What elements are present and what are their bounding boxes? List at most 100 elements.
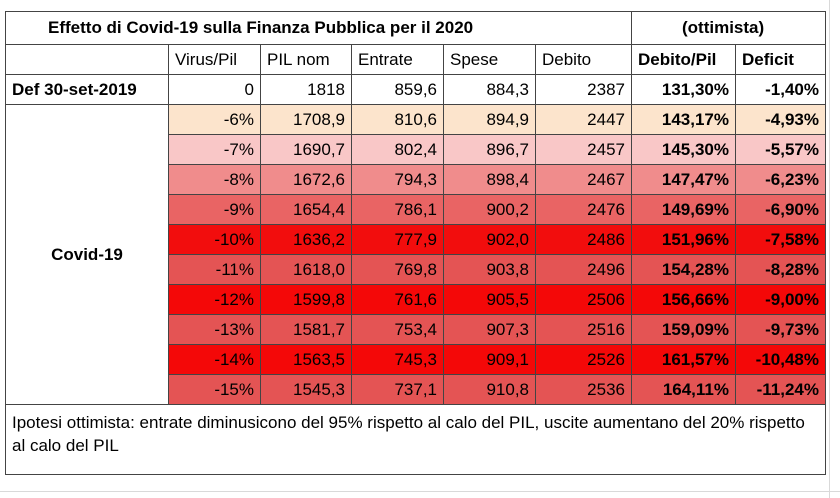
- scenario-cell[interactable]: 903,8: [443, 254, 536, 285]
- header-virus-pil[interactable]: Virus/Pil: [168, 44, 261, 75]
- scenario-cell[interactable]: -9%: [168, 194, 261, 225]
- scenario-cell[interactable]: -7%: [168, 134, 261, 165]
- scenario-cell[interactable]: 907,3: [443, 314, 536, 345]
- baseline-cell[interactable]: 859,6: [351, 74, 444, 105]
- baseline-label[interactable]: Def 30-set-2019: [5, 74, 169, 105]
- header-pil-nom[interactable]: PIL nom: [260, 44, 352, 75]
- scenario-cell[interactable]: 745,3: [351, 344, 444, 375]
- scenario-row: -14% 1563,5 745,3 909,1 2526 161,57% -10,48%: [6, 344, 826, 375]
- baseline-row: Def 30-set-2019 0 1818 859,6 884,3 2387 …: [5, 74, 826, 105]
- scenario-cell[interactable]: -7,58%: [735, 224, 826, 255]
- scenario-cell[interactable]: 1599,8: [260, 284, 352, 315]
- scenario-cell[interactable]: 1654,4: [260, 194, 352, 225]
- baseline-cell[interactable]: 2387: [535, 74, 632, 105]
- header-row: Virus/Pil PIL nom Entrate Spese Debito D…: [5, 44, 826, 75]
- scenario-cell[interactable]: 147,47%: [631, 164, 736, 195]
- scenario-cell[interactable]: -13%: [168, 314, 261, 345]
- scenario-cell[interactable]: 2476: [535, 194, 632, 225]
- scenario-cell[interactable]: -6%: [168, 104, 261, 135]
- scenario-cell[interactable]: 794,3: [351, 164, 444, 195]
- scenario-cell[interactable]: 154,28%: [631, 254, 736, 285]
- scenario-cell[interactable]: 143,17%: [631, 104, 736, 135]
- scenario-row: -11% 1618,0 769,8 903,8 2496 154,28% -8,28%: [6, 254, 826, 285]
- scenario-cell[interactable]: 902,0: [443, 224, 536, 255]
- scenario-row: -7% 1690,7 802,4 896,7 2457 145,30% -5,57%: [6, 134, 826, 165]
- baseline-cell[interactable]: 0: [168, 74, 261, 105]
- scenario-cell[interactable]: 905,5: [443, 284, 536, 315]
- header-debito-pil[interactable]: Debito/Pil: [631, 44, 736, 75]
- scenario-cell[interactable]: 900,2: [443, 194, 536, 225]
- scenario-cell[interactable]: 802,4: [351, 134, 444, 165]
- scenario-cell[interactable]: -10,48%: [735, 344, 826, 375]
- table-title[interactable]: Effetto di Covid-19 sulla Finanza Pubbli…: [5, 11, 632, 45]
- scenario-cell[interactable]: -8,28%: [735, 254, 826, 285]
- scenario-cell[interactable]: -9,00%: [735, 284, 826, 315]
- scenario-cell[interactable]: -15%: [168, 374, 261, 405]
- scenario-cell[interactable]: 2526: [535, 344, 632, 375]
- header-cell-blank[interactable]: [5, 44, 169, 75]
- scenario-cell[interactable]: 1581,7: [260, 314, 352, 345]
- scenario-cell[interactable]: 909,1: [443, 344, 536, 375]
- scenario-cell[interactable]: 151,96%: [631, 224, 736, 255]
- header-deficit[interactable]: Deficit: [735, 44, 826, 75]
- scenario-cell[interactable]: 2506: [535, 284, 632, 315]
- scenario-cell[interactable]: 164,11%: [631, 374, 736, 405]
- scenario-cell[interactable]: 898,4: [443, 164, 536, 195]
- scenario-cell[interactable]: 1563,5: [260, 344, 352, 375]
- scenario-cell[interactable]: -10%: [168, 224, 261, 255]
- scenario-cell[interactable]: 769,8: [351, 254, 444, 285]
- scenario-cell[interactable]: 149,69%: [631, 194, 736, 225]
- scenario-cell[interactable]: 2486: [535, 224, 632, 255]
- scenario-cell[interactable]: 896,7: [443, 134, 536, 165]
- scenario-cell[interactable]: -5,57%: [735, 134, 826, 165]
- scenario-row: -10% 1636,2 777,9 902,0 2486 151,96% -7,58%: [6, 224, 826, 255]
- scenario-cell[interactable]: -9,73%: [735, 314, 826, 345]
- scenario-cell[interactable]: 810,6: [351, 104, 444, 135]
- scenario-row: -15% 1545,3 737,1 910,8 2536 164,11% -11,24%: [6, 374, 826, 405]
- scenario-row: -13% 1581,7 753,4 907,3 2516 159,09% -9,73%: [6, 314, 826, 345]
- scenario-cell[interactable]: -14%: [168, 344, 261, 375]
- baseline-cell[interactable]: 131,30%: [631, 74, 736, 105]
- scenario-cell[interactable]: 1618,0: [260, 254, 352, 285]
- assumption-note[interactable]: Ipotesi ottimista: entrate diminusicono …: [5, 404, 826, 475]
- scenario-cell[interactable]: -6,90%: [735, 194, 826, 225]
- scenario-row: -12% 1599,8 761,6 905,5 2506 156,66% -9,00%: [6, 284, 826, 315]
- scenario-cell[interactable]: 2467: [535, 164, 632, 195]
- scenario-cell[interactable]: 737,1: [351, 374, 444, 405]
- scenario-cell[interactable]: -11,24%: [735, 374, 826, 405]
- scenario-cell[interactable]: 1636,2: [260, 224, 352, 255]
- scenario-cell[interactable]: 145,30%: [631, 134, 736, 165]
- header-spese[interactable]: Spese: [443, 44, 536, 75]
- scenario-cell[interactable]: 761,6: [351, 284, 444, 315]
- scenario-cell[interactable]: 753,4: [351, 314, 444, 345]
- scenario-cell[interactable]: 2516: [535, 314, 632, 345]
- scenario-cell[interactable]: -11%: [168, 254, 261, 285]
- header-debito[interactable]: Debito: [535, 44, 632, 75]
- sheet-gridline-vertical: [829, 0, 830, 498]
- scenario-cell[interactable]: 159,09%: [631, 314, 736, 345]
- baseline-cell[interactable]: 884,3: [443, 74, 536, 105]
- scenario-cell[interactable]: -8%: [168, 164, 261, 195]
- scenario-cell[interactable]: 2457: [535, 134, 632, 165]
- scenario-cell[interactable]: -4,93%: [735, 104, 826, 135]
- baseline-cell[interactable]: 1818: [260, 74, 352, 105]
- scenario-cell[interactable]: 1545,3: [260, 374, 352, 405]
- scenario-cell[interactable]: 161,57%: [631, 344, 736, 375]
- scenario-cell[interactable]: 1690,7: [260, 134, 352, 165]
- scenario-label[interactable]: Covid-19: [5, 104, 169, 405]
- scenario-cell[interactable]: -12%: [168, 284, 261, 315]
- scenario-cell[interactable]: 786,1: [351, 194, 444, 225]
- scenario-cell[interactable]: 2496: [535, 254, 632, 285]
- header-entrate[interactable]: Entrate: [351, 44, 444, 75]
- scenario-cell[interactable]: -6,23%: [735, 164, 826, 195]
- scenario-cell[interactable]: 910,8: [443, 374, 536, 405]
- scenario-cell[interactable]: 2536: [535, 374, 632, 405]
- baseline-cell[interactable]: -1,40%: [735, 74, 826, 105]
- scenario-cell[interactable]: 1672,6: [260, 164, 352, 195]
- scenario-cell[interactable]: 2447: [535, 104, 632, 135]
- scenario-tag[interactable]: (ottimista): [631, 11, 826, 45]
- scenario-cell[interactable]: 1708,9: [260, 104, 352, 135]
- scenario-cell[interactable]: 156,66%: [631, 284, 736, 315]
- scenario-cell[interactable]: 894,9: [443, 104, 536, 135]
- scenario-cell[interactable]: 777,9: [351, 224, 444, 255]
